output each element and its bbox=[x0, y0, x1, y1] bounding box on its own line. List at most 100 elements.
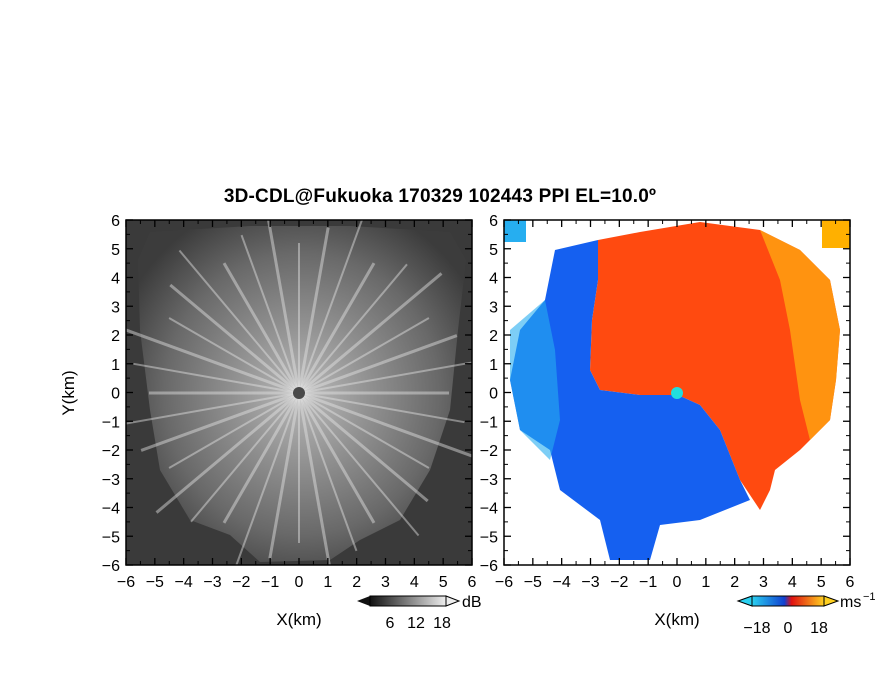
right-ytick-label: −2 bbox=[480, 443, 498, 460]
right-xtick-label: 0 bbox=[673, 574, 682, 591]
right-xtick-label: 1 bbox=[701, 574, 710, 591]
right-ytick-label: −3 bbox=[480, 472, 498, 489]
right-ytick-label: 5 bbox=[489, 242, 498, 259]
right-xtick-label: 3 bbox=[759, 574, 768, 591]
reflectivity-ray bbox=[297, 392, 331, 565]
right-xtick-label: 6 bbox=[846, 574, 855, 591]
velocity-corner-tr bbox=[822, 220, 850, 248]
reflectivity-ray bbox=[126, 328, 300, 395]
right-ytick-label: 3 bbox=[489, 299, 498, 316]
colorbar-reflectivity-high-arrow bbox=[445, 595, 461, 607]
left-ytick-label: 1 bbox=[111, 357, 120, 374]
reflectivity-ray bbox=[298, 317, 430, 394]
left-xtick-label: 3 bbox=[381, 574, 390, 591]
colorbar-velocity-unit: ms bbox=[840, 594, 861, 611]
left-ytick-label: −3 bbox=[102, 472, 120, 489]
left-xtick-label: −6 bbox=[117, 574, 135, 591]
reflectivity-ray bbox=[268, 392, 301, 559]
reflectivity-ray bbox=[298, 361, 472, 394]
velocity-far-positive-region bbox=[760, 230, 840, 440]
left-ytick-label: 6 bbox=[111, 213, 120, 230]
left-ytick-label: 4 bbox=[111, 271, 120, 288]
right-ytick-label: −5 bbox=[480, 529, 498, 546]
reflectivity-ray bbox=[298, 263, 408, 394]
left-ytick-label: −4 bbox=[102, 501, 120, 518]
reflectivity-ray bbox=[168, 317, 300, 394]
colorbar-reflectivity-low-arrow bbox=[357, 596, 370, 606]
velocity-negative-region bbox=[510, 240, 750, 560]
left-ytick-label: −2 bbox=[102, 443, 120, 460]
velocity-positive-region bbox=[590, 222, 840, 510]
velocity-image bbox=[504, 220, 850, 565]
colorbar-reflectivity-unit: dB bbox=[462, 594, 482, 611]
colorbar-velocity-tick-3: 18 bbox=[810, 620, 828, 637]
left-xtick-label: −4 bbox=[175, 574, 193, 591]
radar-site-marker-velocity bbox=[671, 387, 683, 399]
chart-title: 3D-CDL@Fukuoka 170329 102443 PPI EL=10.0… bbox=[223, 186, 657, 207]
reflectivity-ray bbox=[298, 391, 429, 503]
left-ytick-label: −1 bbox=[102, 414, 120, 431]
left-xtick-label: 5 bbox=[439, 574, 448, 591]
left-xtick-label: 6 bbox=[468, 574, 477, 591]
right-xlabel: X(km) bbox=[654, 610, 699, 629]
left-xtick-label: 2 bbox=[352, 574, 361, 591]
reflectivity-rays bbox=[126, 220, 472, 565]
right-xtick-label: −1 bbox=[639, 574, 657, 591]
right-xtick-label: −6 bbox=[495, 574, 513, 591]
reflectivity-ray bbox=[297, 262, 376, 394]
right-ytick-label: 2 bbox=[489, 328, 498, 345]
right-ytick-label: −1 bbox=[480, 414, 498, 431]
radar-site-marker bbox=[293, 387, 305, 399]
right-ytick-label: 4 bbox=[489, 271, 498, 288]
left-ytick-label: −6 bbox=[102, 558, 120, 575]
colorbar-velocity-tick-2: 0 bbox=[784, 620, 793, 637]
colorbar-reflectivity-tick-3: 18 bbox=[433, 615, 451, 632]
reflectivity-ray bbox=[298, 220, 364, 394]
left-xtick-label: −1 bbox=[261, 574, 279, 591]
right-ytick-label: 1 bbox=[489, 357, 498, 374]
colorbar-velocity-low-arrow bbox=[736, 595, 753, 607]
reflectivity-ray bbox=[235, 392, 300, 565]
left-xtick-label: 4 bbox=[410, 574, 419, 591]
reflectivity-ray bbox=[168, 392, 300, 469]
reflectivity-ray bbox=[298, 391, 472, 458]
left-xlabel: X(km) bbox=[276, 610, 321, 629]
right-ytick-label: 6 bbox=[489, 213, 498, 230]
right-ytick-label: −6 bbox=[480, 558, 498, 575]
reflectivity-ray bbox=[222, 262, 301, 394]
colorbar-velocity-unit-exponent: −1 bbox=[863, 591, 876, 603]
reflectivity-image bbox=[126, 220, 472, 565]
left-xtick-label: 0 bbox=[295, 574, 304, 591]
reflectivity-ray bbox=[298, 392, 430, 469]
left-ytick-label: 3 bbox=[111, 299, 120, 316]
reflectivity-ray bbox=[298, 392, 465, 424]
reflectivity-ray bbox=[266, 220, 301, 394]
reflectivity-ray bbox=[155, 391, 300, 514]
left-xtick-label: −2 bbox=[232, 574, 250, 591]
reflectivity-ray bbox=[298, 392, 420, 537]
right-xtick-label: 4 bbox=[788, 574, 797, 591]
colorbar-velocity-bar bbox=[751, 595, 825, 607]
left-ytick-label: 5 bbox=[111, 242, 120, 259]
left-ylabel: Y(km) bbox=[59, 370, 78, 415]
left-xtick-label: 1 bbox=[323, 574, 332, 591]
reflectivity-ray bbox=[133, 362, 300, 394]
reflectivity-ray bbox=[126, 392, 300, 425]
colorbar-reflectivity-bar bbox=[369, 595, 447, 607]
colorbar-velocity-tick-1: −18 bbox=[743, 620, 770, 637]
colorbar-reflectivity-tick-2: 12 bbox=[407, 615, 425, 632]
colorbar-reflectivity-tick-1: 6 bbox=[386, 615, 395, 632]
right-xtick-label: −5 bbox=[524, 574, 542, 591]
colorbar-reflectivity: dB 6 12 18 bbox=[357, 594, 482, 632]
reflectivity-ray bbox=[240, 234, 300, 394]
colorbar-velocity-high-arrow bbox=[823, 595, 840, 607]
reflectivity-ray bbox=[298, 334, 458, 395]
left-xtick-label: −3 bbox=[203, 574, 221, 591]
left-ytick-label: −5 bbox=[102, 529, 120, 546]
left-ytick-label: 2 bbox=[111, 328, 120, 345]
reflectivity-ray bbox=[140, 391, 300, 452]
left-axes: −6 −5 −4 −3 −2 −1 0 1 2 3 4 5 6 6 5 4 3 2 1 0 −1 −2 −3 −4 −5 −6 bbox=[102, 213, 477, 591]
right-xtick-label: 5 bbox=[817, 574, 826, 591]
right-xtick-label: −4 bbox=[553, 574, 571, 591]
reflectivity-ray bbox=[298, 272, 443, 395]
